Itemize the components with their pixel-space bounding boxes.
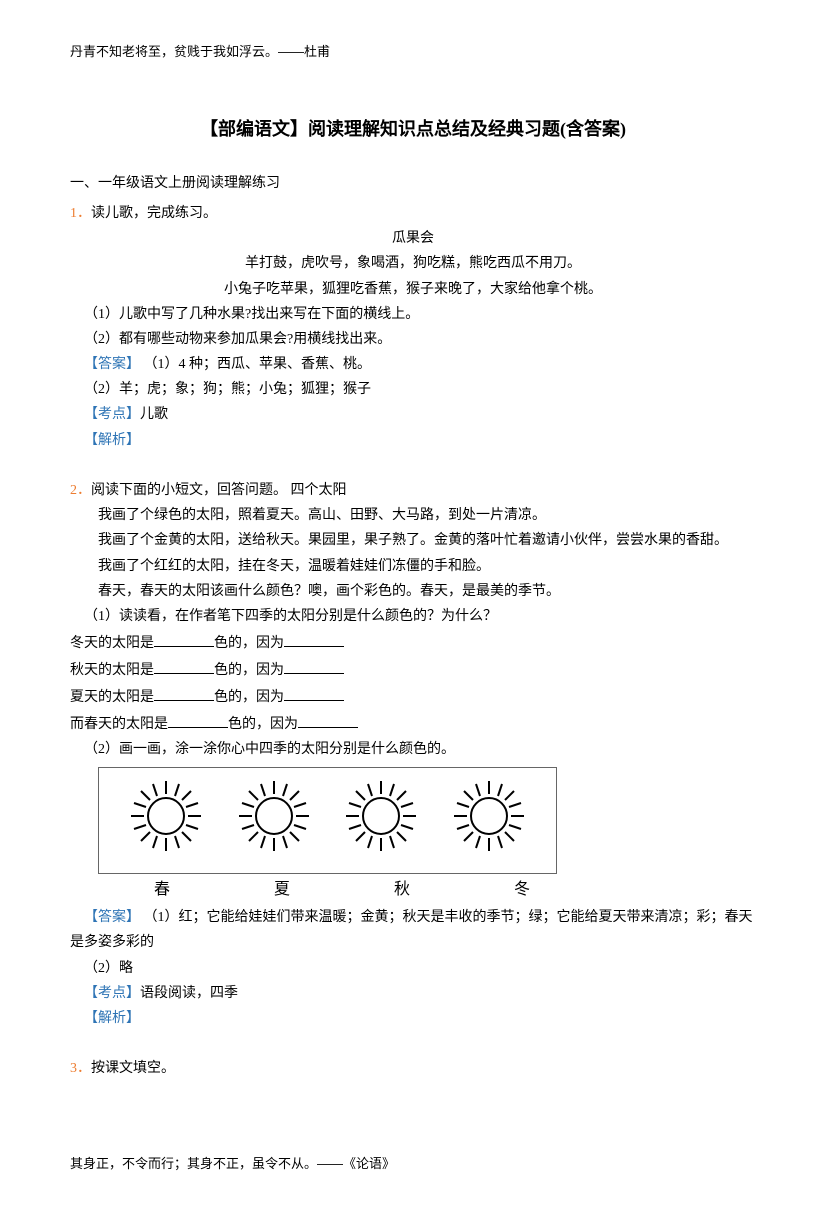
q2-p3: 我画了个红红的太阳，挂在冬天，温暖着娃娃们冻僵的手和脸。 [70,554,756,579]
season-labels: 春 夏 秋 冬 [70,876,597,905]
sun-icon [126,776,206,856]
season-winter: 冬 [514,876,530,905]
q2-num: 2． [70,483,91,498]
poem-title: 瓜果会 [70,226,756,251]
sun-icon [449,776,529,856]
q2-sub2: （2）画一画，涂一涂你心中四季的太阳分别是什么颜色的。 [70,737,756,762]
q1-sub2: （2）都有哪些动物来参加瓜果会?用横线找出来。 [70,327,756,352]
answer-label: 【答案】 [84,910,140,925]
blank [154,683,214,701]
q1-prompt: 1．读儿歌，完成练习。 [70,201,756,226]
page-title: 【部编语文】阅读理解知识点总结及经典习题(含答案) [70,113,756,145]
kaodian-label: 【考点】 [84,986,140,1001]
q2-prompt: 2．阅读下面的小短文，回答问题。 四个太阳 [70,478,756,503]
answer-label: 【答案】 [84,357,140,372]
kaodian-label: 【考点】 [84,407,140,422]
blank [284,629,344,647]
q1-jiexi: 【解析】 [70,428,756,453]
q1-kaodian: 【考点】儿歌 [70,402,756,427]
q2-answer1: 【答案】 （1）红；它能给娃娃们带来温暖；金黄；秋天是丰收的季节；绿；它能给夏天… [70,905,756,955]
q3-num: 3． [70,1061,91,1076]
blank-line-4: 而春天的太阳是色的，因为 [70,710,756,737]
blank [168,710,228,728]
blank [298,710,358,728]
q1-answer1: 【答案】 （1）4 种；西瓜、苹果、香蕉、桃。 [70,352,756,377]
blank [284,656,344,674]
q2-sub1: （1）读读看，在作者笔下四季的太阳分别是什么颜色的？为什么？ [70,604,756,629]
blank [284,683,344,701]
q2-p1: 我画了个绿色的太阳，照着夏天。高山、田野、大马路，到处一片清凉。 [70,503,756,528]
q2-jiexi: 【解析】 [70,1006,756,1031]
sun-diagram [98,767,557,874]
q2-p4: 春天，春天的太阳该画什么颜色？噢，画个彩色的。春天，是最美的季节。 [70,579,756,604]
blank-line-2: 秋天的太阳是色的，因为 [70,656,756,683]
q1-answer2: （2）羊；虎；象；狗；熊；小兔；狐狸；猴子 [70,377,756,402]
section-heading: 一、一年级语文上册阅读理解练习 [70,171,756,196]
q2-p2: 我画了个金黄的太阳，送给秋天。果园里，果子熟了。金黄的落叶忙着邀请小伙伴，尝尝水… [70,528,756,553]
poem-line-1: 羊打鼓，虎吹号，象喝酒，狗吃糕，熊吃西瓜不用刀。 [70,251,756,276]
season-autumn: 秋 [394,876,410,905]
q2-answer2: （2）略 [70,956,756,981]
footer-quote: 其身正，不令而行；其身不正，虽令不从。——《论语》 [70,1152,756,1175]
season-spring: 春 [154,876,170,905]
poem-line-2: 小兔子吃苹果，狐狸吃香蕉，猴子来晚了，大家给他拿个桃。 [70,277,756,302]
q2-kaodian: 【考点】语段阅读，四季 [70,981,756,1006]
season-summer: 夏 [274,876,290,905]
blank [154,656,214,674]
blank [154,629,214,647]
blank-line-3: 夏天的太阳是色的，因为 [70,683,756,710]
blank-line-1: 冬天的太阳是色的，因为 [70,629,756,656]
q1-num: 1． [70,206,91,221]
header-quote: 丹青不知老将至，贫贱于我如浮云。——杜甫 [70,40,756,63]
sun-icon [234,776,314,856]
q3-prompt: 3．按课文填空。 [70,1056,756,1081]
q1-sub1: （1）儿歌中写了几种水果?找出来写在下面的横线上。 [70,302,756,327]
sun-icon [341,776,421,856]
